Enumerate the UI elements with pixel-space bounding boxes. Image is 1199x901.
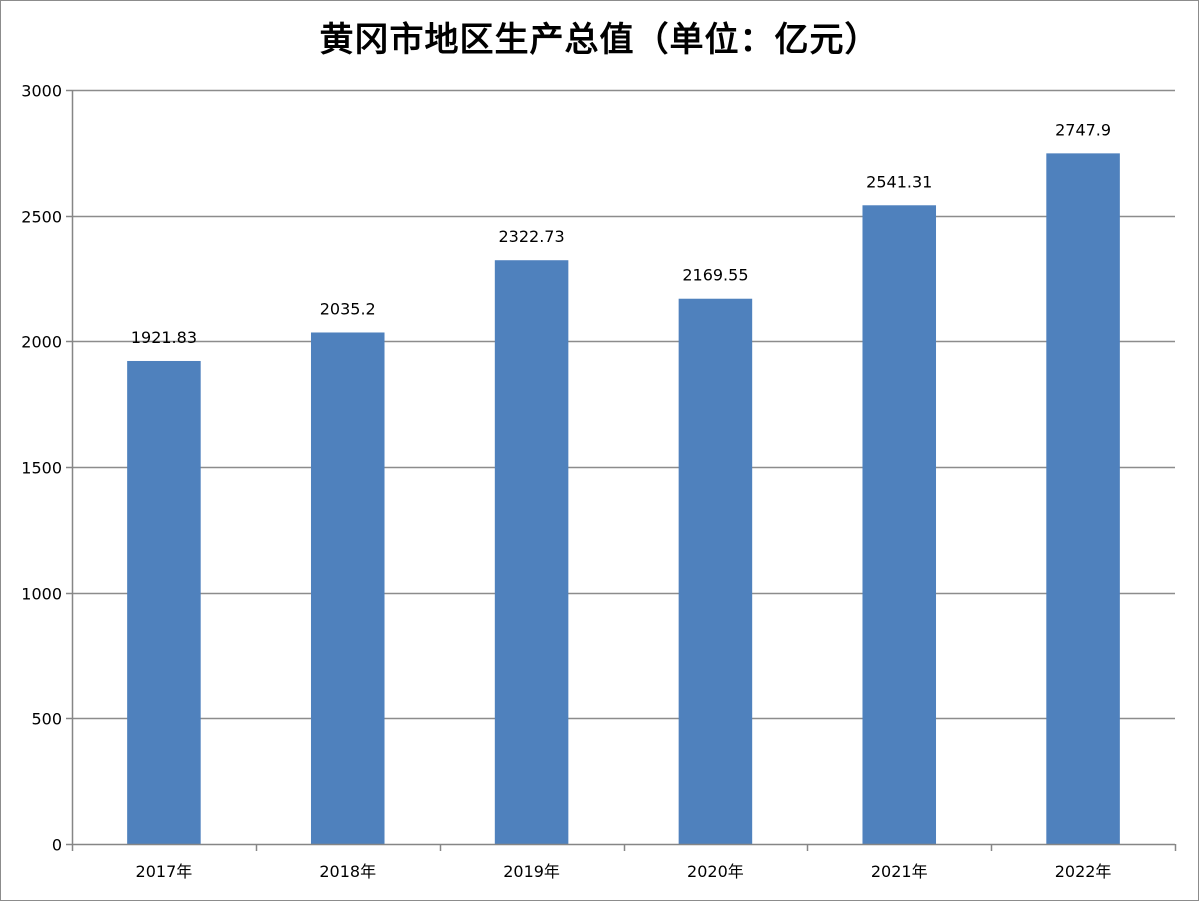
y-tick-label: 500: [31, 710, 62, 729]
y-tick-label: 2500: [21, 208, 62, 227]
y-tick-label: 1500: [21, 459, 62, 478]
bar: [494, 260, 569, 844]
data-label: 2747.9: [1055, 120, 1111, 139]
x-tick-label: 2021年: [871, 862, 928, 881]
chart-title: 黄冈市地区生产总值（单位：亿元）: [319, 20, 880, 60]
x-tick-label: 2022年: [1055, 862, 1112, 881]
data-label: 2169.55: [682, 266, 748, 285]
data-label: 1921.83: [131, 328, 197, 347]
x-tick-label: 2019年: [503, 862, 560, 881]
y-tick-label: 2000: [21, 333, 62, 352]
y-tick-label: 1000: [21, 585, 62, 604]
bar: [862, 205, 937, 845]
y-tick-label: 0: [52, 836, 62, 855]
bar: [127, 360, 201, 844]
x-tick-label: 2018年: [319, 862, 376, 881]
data-label: 2322.73: [498, 227, 564, 246]
gridlines: [72, 89, 1175, 720]
x-tick-label: 2020年: [687, 862, 744, 881]
data-label: 2035.2: [320, 299, 376, 318]
data-labels: 1921.83 2035.2 2322.73 2169.55 2541.31 2747.9: [131, 120, 1111, 347]
bar: [310, 332, 385, 844]
y-tick-label: 3000: [21, 82, 62, 101]
data-label: 2541.31: [866, 172, 932, 191]
x-tick-label: 2017年: [136, 862, 193, 881]
bar: [678, 298, 753, 845]
axes: 0 500 1000 1500 2000 2500 3000 2017年 2018年 2019年 2…: [21, 82, 1177, 881]
bar: [1046, 153, 1120, 844]
bars: [127, 153, 1120, 845]
